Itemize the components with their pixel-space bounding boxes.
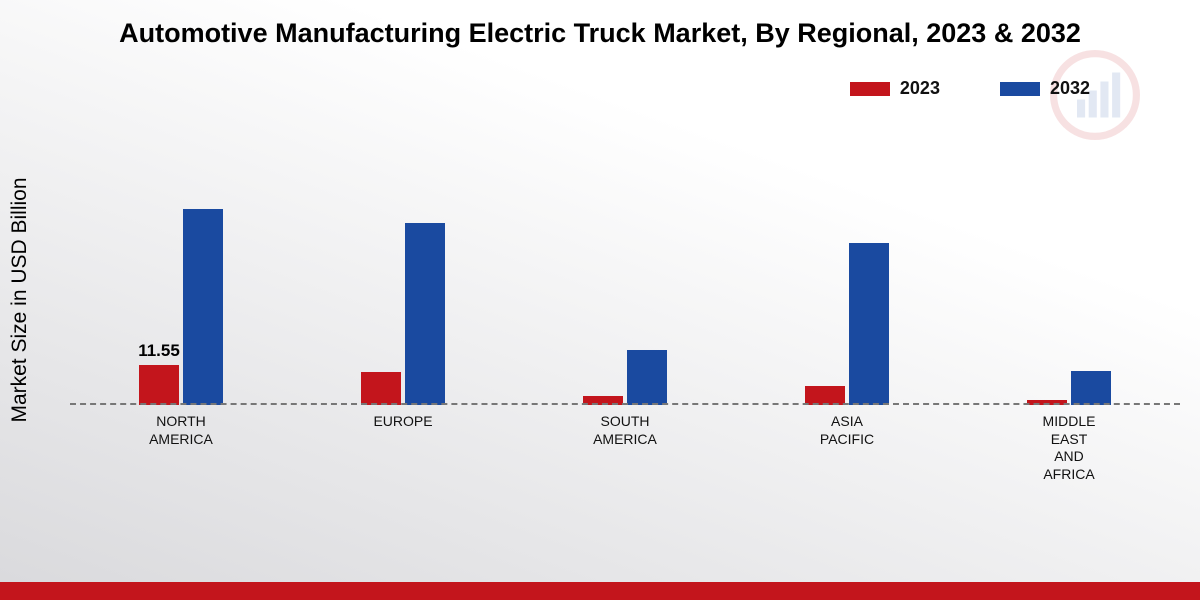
x-axis-label: EUROPE <box>292 405 514 490</box>
bar <box>361 372 401 405</box>
bar <box>627 350 667 405</box>
bar-value-label: 11.55 <box>138 341 180 361</box>
bar <box>405 223 445 405</box>
x-axis-labels: NORTHAMERICAEUROPESOUTHAMERICAASIAPACIFI… <box>70 405 1180 490</box>
bar-group <box>958 130 1180 405</box>
bar-group: 11.55 <box>70 130 292 405</box>
bar-group <box>292 130 514 405</box>
legend-label: 2023 <box>900 78 940 99</box>
footer-accent-bar <box>0 582 1200 600</box>
legend-item: 2023 <box>850 78 940 99</box>
chart-title: Automotive Manufacturing Electric Truck … <box>0 18 1200 49</box>
legend-item: 2032 <box>1000 78 1090 99</box>
x-axis-label: ASIAPACIFIC <box>736 405 958 490</box>
bar <box>1071 371 1111 405</box>
legend-swatch <box>850 82 890 96</box>
plot-area: 11.55 NORTHAMERICAEUROPESOUTHAMERICAASIA… <box>70 130 1180 490</box>
bar-group <box>514 130 736 405</box>
bar <box>183 209 223 405</box>
x-axis-label: NORTHAMERICA <box>70 405 292 490</box>
y-axis-label: Market Size in USD Billion <box>8 177 32 422</box>
bar <box>849 243 889 405</box>
bar <box>139 365 179 405</box>
bar-group <box>736 130 958 405</box>
bar-groups: 11.55 <box>70 130 1180 405</box>
legend: 2023 2032 <box>850 78 1090 99</box>
legend-label: 2032 <box>1050 78 1090 99</box>
legend-swatch <box>1000 82 1040 96</box>
x-axis-label: SOUTHAMERICA <box>514 405 736 490</box>
x-axis-label: MIDDLEEASTANDAFRICA <box>958 405 1180 490</box>
